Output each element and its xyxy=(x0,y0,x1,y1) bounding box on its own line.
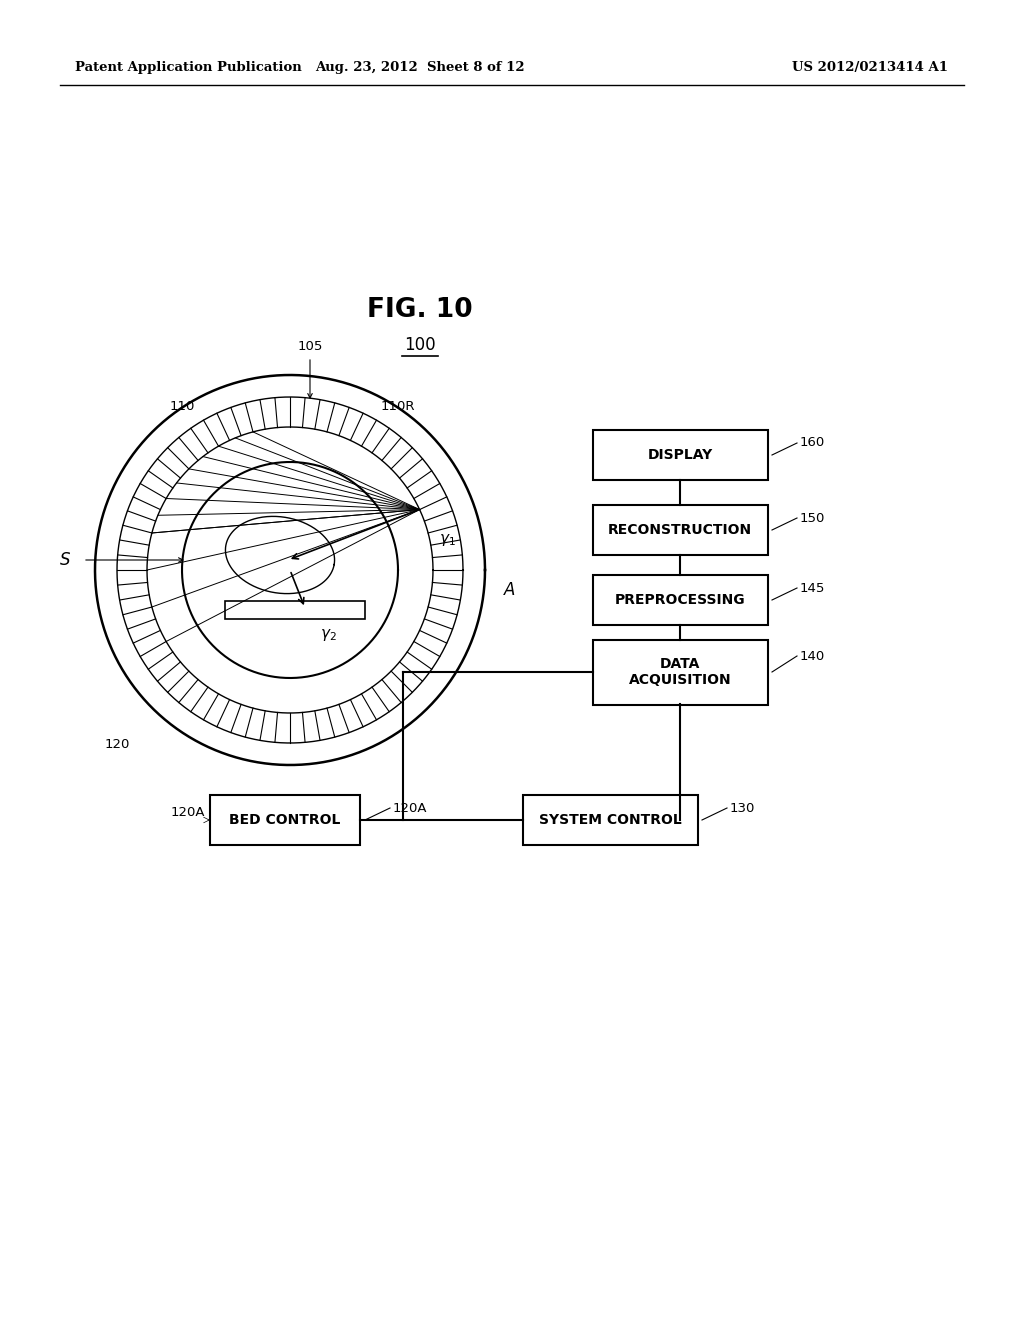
Text: RECONSTRUCTION: RECONSTRUCTION xyxy=(608,523,752,537)
Text: 120A: 120A xyxy=(393,801,427,814)
Text: PREPROCESSING: PREPROCESSING xyxy=(614,593,745,607)
Text: DISPLAY: DISPLAY xyxy=(647,447,713,462)
Text: 105: 105 xyxy=(297,341,323,354)
Text: FIG. 10: FIG. 10 xyxy=(368,297,473,323)
Text: 100: 100 xyxy=(404,337,436,354)
Bar xyxy=(225,601,365,619)
Text: S: S xyxy=(59,550,71,569)
Bar xyxy=(523,795,698,845)
Text: A: A xyxy=(504,581,516,599)
Text: $\gamma_1$: $\gamma_1$ xyxy=(439,532,456,548)
Text: SYSTEM CONTROL: SYSTEM CONTROL xyxy=(539,813,681,828)
Text: 160: 160 xyxy=(800,437,825,450)
Text: 120: 120 xyxy=(105,738,130,751)
Bar xyxy=(593,576,768,624)
Text: 110: 110 xyxy=(169,400,195,413)
Text: $\gamma_2$: $\gamma_2$ xyxy=(319,627,336,643)
Text: 120A: 120A xyxy=(171,805,205,818)
Text: Aug. 23, 2012  Sheet 8 of 12: Aug. 23, 2012 Sheet 8 of 12 xyxy=(315,62,525,74)
Text: 130: 130 xyxy=(730,801,756,814)
Text: 110R: 110R xyxy=(381,400,416,413)
Bar xyxy=(593,430,768,480)
Text: 140: 140 xyxy=(800,649,825,663)
Bar xyxy=(210,795,360,845)
Bar xyxy=(593,506,768,554)
Text: Patent Application Publication: Patent Application Publication xyxy=(75,62,302,74)
Text: US 2012/0213414 A1: US 2012/0213414 A1 xyxy=(792,62,948,74)
Text: 150: 150 xyxy=(800,511,825,524)
Text: DATA
ACQUISITION: DATA ACQUISITION xyxy=(629,657,731,688)
Text: 145: 145 xyxy=(800,582,825,594)
Text: BED CONTROL: BED CONTROL xyxy=(229,813,341,828)
Bar xyxy=(593,640,768,705)
